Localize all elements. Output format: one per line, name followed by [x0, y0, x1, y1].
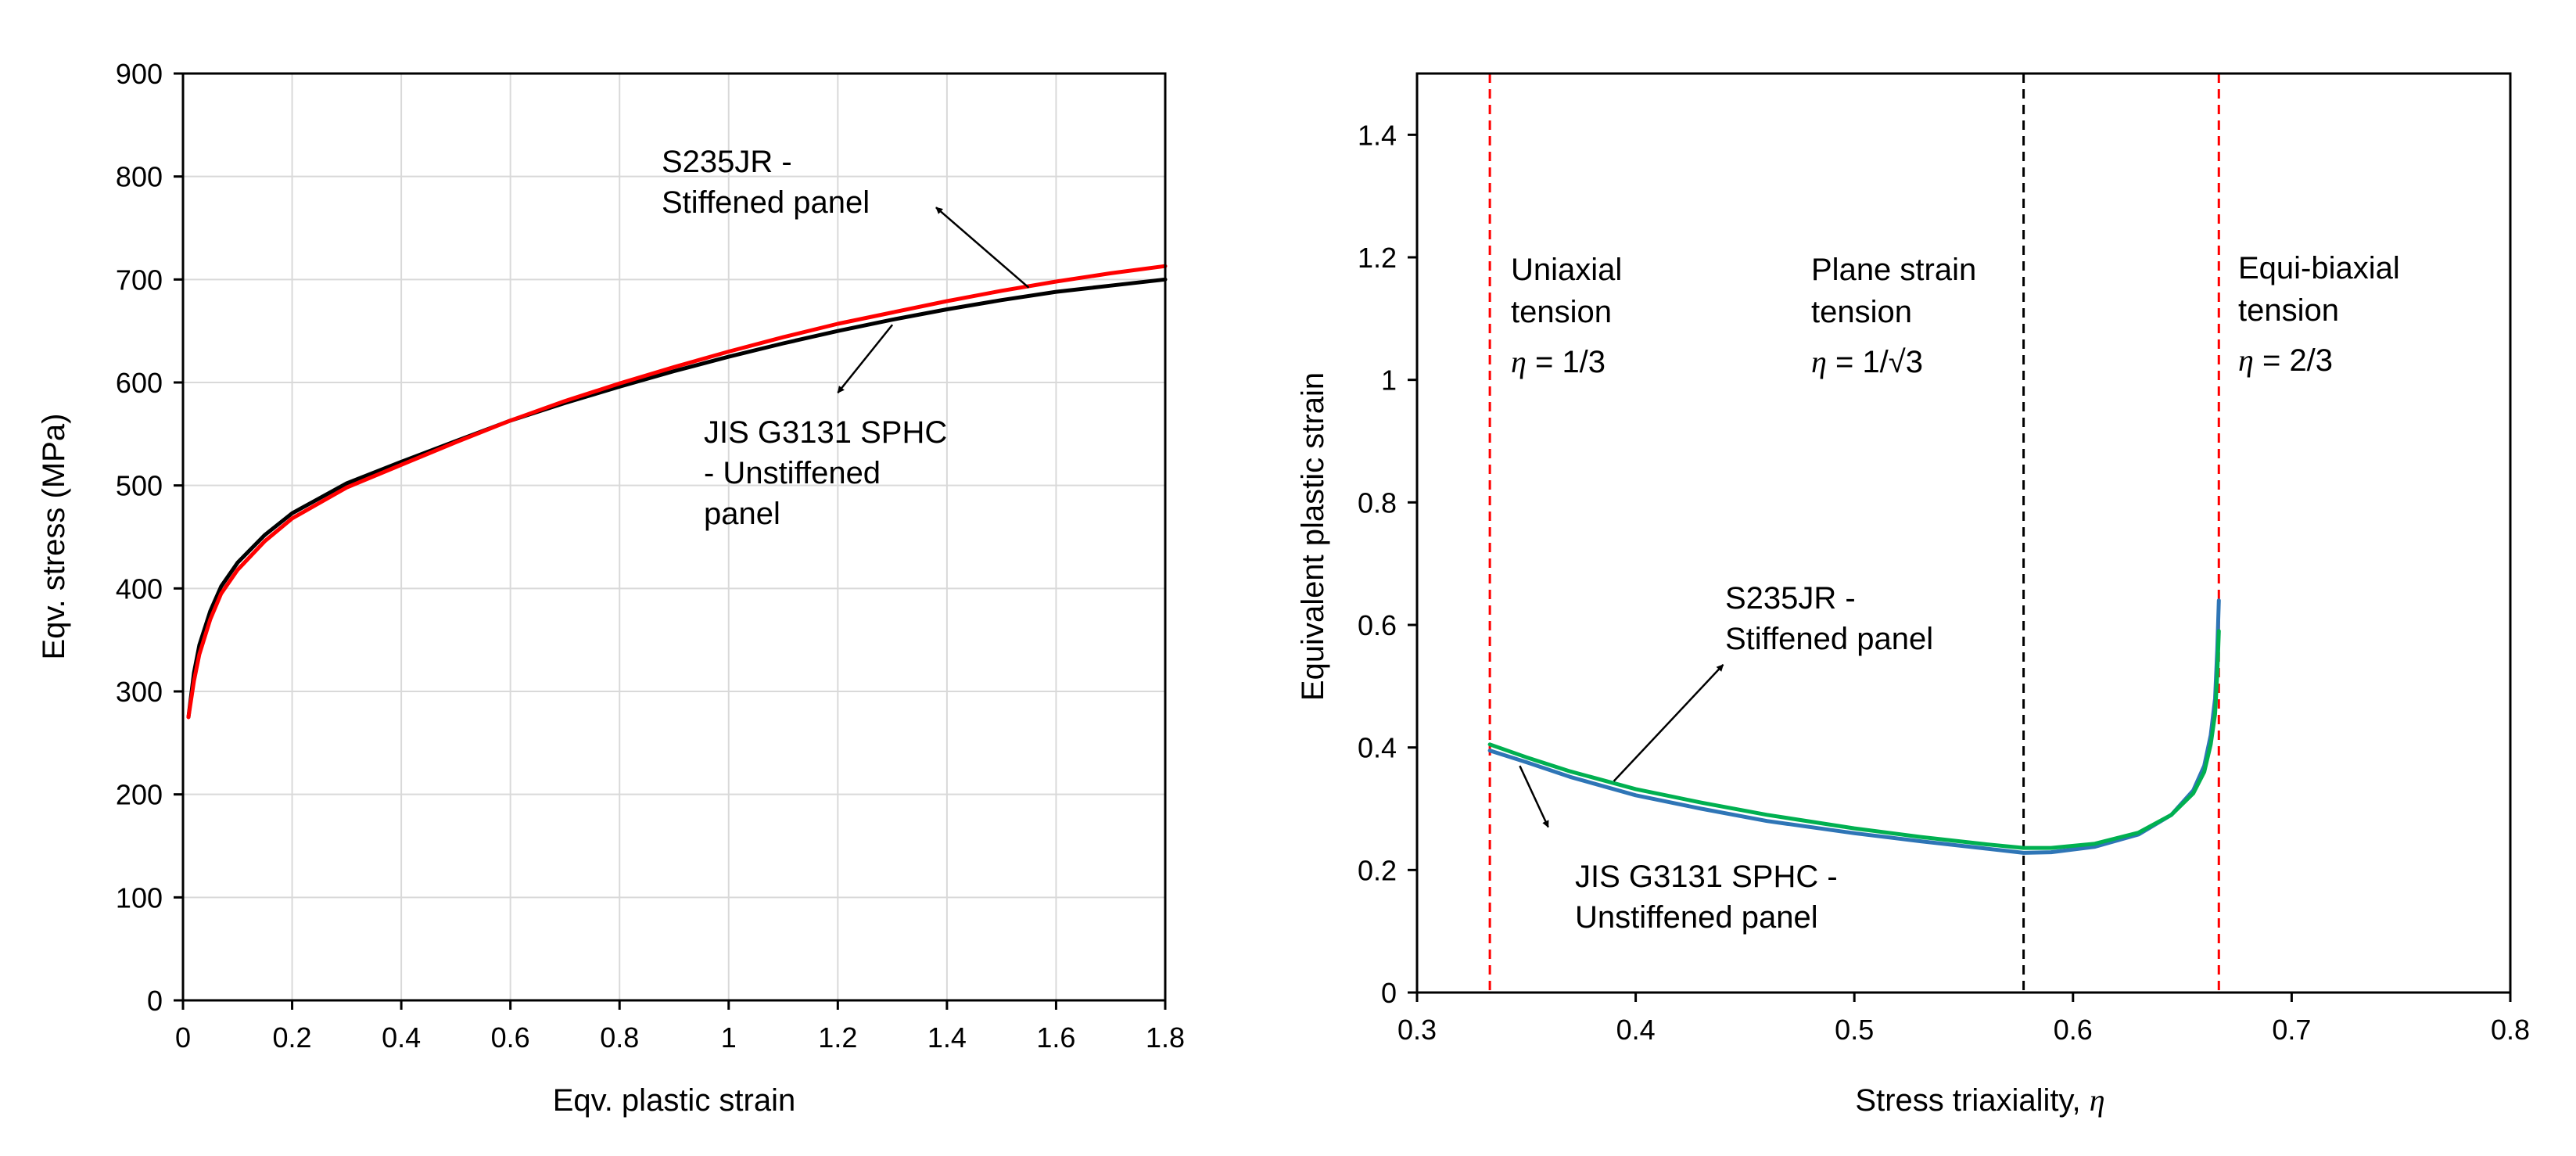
- annotation-jis: JIS G3131 SPHC - Unstiffened panel: [704, 415, 956, 531]
- y-tick-label: 500: [116, 470, 163, 502]
- series-line: [186, 264, 1168, 720]
- region-label-line: Plane strain: [1811, 253, 1976, 287]
- y-tick-label: 1.2: [1358, 242, 1397, 274]
- equals-sign: =: [1527, 345, 1562, 379]
- series-group: [1487, 598, 2221, 855]
- x-axis-title: Eqv. plastic strain: [553, 1083, 796, 1118]
- x-tick-label: 0.6: [491, 1021, 530, 1054]
- y-tick-label: 0.8: [1358, 486, 1397, 519]
- x-tick-label: 0: [175, 1021, 191, 1054]
- y-tick-label: 1: [1381, 364, 1397, 397]
- annotation-line: JIS G3131 SPHC: [704, 415, 947, 450]
- x-tick-label: 1: [721, 1021, 737, 1054]
- y-tick-label: 800: [116, 161, 163, 193]
- stress-strain-chart: 0 0.2 0.4 0.6 0.8 1 1.2 1.4 1.6 1.8 0 100 200 300 400…: [37, 58, 1185, 1118]
- region-label-line: tension: [1811, 295, 1912, 329]
- eta-value: 1/3: [1562, 345, 1606, 379]
- x-tick-label: 1.4: [927, 1021, 967, 1054]
- annotation-arrow-s235jr: [1613, 664, 1724, 782]
- y-tick-label: 300: [116, 676, 163, 708]
- annotation-line: S235JR -: [1725, 581, 1856, 616]
- eta-symbol: η: [1511, 344, 1527, 379]
- region-label-plane-strain: Plane strain tension: [1811, 253, 1985, 329]
- y-tick-label: 600: [116, 367, 163, 399]
- annotation-arrow-jis: [837, 324, 894, 393]
- annotation-line: Unstiffened panel: [1575, 900, 1818, 935]
- y-tick-label: 200: [116, 779, 163, 811]
- y-tick-label: 0.2: [1358, 854, 1397, 886]
- eta-symbol: η: [2090, 1082, 2105, 1118]
- y-axis-title: Equivalent plastic strain: [1296, 372, 1330, 701]
- region-label-line: tension: [1511, 295, 1612, 329]
- equals-sign: =: [2254, 343, 2290, 378]
- equals-sign: =: [1827, 345, 1863, 379]
- annotation-line: Stiffened panel: [662, 185, 870, 220]
- region-eta-plane-strain: η = 1/√3: [1811, 344, 1923, 379]
- eta-symbol: η: [2238, 343, 2254, 378]
- x-tick-label: 1.8: [1146, 1021, 1185, 1054]
- y-tick-label: 0: [147, 985, 163, 1017]
- y-tick-label: 0.4: [1358, 732, 1397, 764]
- x-axis-ticks: 0.3 0.4 0.5 0.6 0.7 0.8: [1397, 993, 2530, 1046]
- x-tick-label: 1.2: [818, 1021, 857, 1054]
- region-eta-uniaxial: η = 1/3: [1511, 344, 1606, 379]
- x-axis-title: Stress triaxiality, η: [1855, 1082, 2104, 1118]
- region-label-equibiaxial: Equi-biaxial tension: [2238, 251, 2409, 328]
- series-line: [1487, 629, 2221, 850]
- x-tick-label: 0.8: [600, 1021, 639, 1054]
- y-tick-label: 900: [116, 58, 163, 90]
- annotation-line: - Unstiffened: [704, 456, 881, 490]
- y-tick-label: 1.4: [1358, 119, 1397, 151]
- x-tick-label: 0.2: [273, 1021, 312, 1054]
- y-tick-label: 0.6: [1358, 609, 1397, 641]
- annotation-line: Stiffened panel: [1725, 622, 1933, 656]
- annotation-arrow-s235jr: [935, 206, 1030, 289]
- y-tick-label: 700: [116, 264, 163, 296]
- x-axis-title-text: Stress triaxiality,: [1855, 1083, 2089, 1118]
- grid-lines: [183, 74, 1165, 1000]
- x-tick-label: 0.6: [2054, 1014, 2093, 1046]
- annotation-s235jr: S235JR - Stiffened panel: [662, 145, 870, 220]
- x-tick-label: 0.8: [2491, 1014, 2530, 1046]
- annotation-line: JIS G3131 SPHC -: [1575, 860, 1838, 894]
- plot-frame: [1415, 72, 2512, 994]
- x-axis-ticks: 0 0.2 0.4 0.6 0.8 1 1.2 1.4 1.6 1.8: [175, 1000, 1185, 1054]
- x-tick-label: 0.7: [2272, 1014, 2311, 1046]
- eta-symbol: η: [1811, 344, 1827, 379]
- series-line: [186, 277, 1168, 720]
- x-tick-label: 1.6: [1036, 1021, 1075, 1054]
- fracture-locus-chart: 0.3 0.4 0.5 0.6 0.7 0.8 00.20.40.60.811.21.4 …: [1296, 72, 2530, 1118]
- annotations: S235JR - Stiffened panel JIS G3131 SPHC …: [662, 145, 1030, 531]
- plot-frame: [181, 72, 1167, 1002]
- reference-lines: [1488, 74, 2220, 993]
- y-tick-label: 400: [116, 573, 163, 605]
- y-axis-ticks: 0 100 200 300 400 500 600 700 800 900: [116, 58, 183, 1017]
- eta-value: 2/3: [2289, 343, 2333, 378]
- eta-value: 1/√3: [1862, 345, 1923, 379]
- region-label-line: Uniaxial: [1511, 253, 1622, 287]
- y-tick-label: 100: [116, 881, 163, 914]
- y-axis-title: Eqv. stress (MPa): [37, 414, 71, 660]
- annotations: S235JR - Stiffened panel JIS G3131 SPHC …: [1519, 581, 1933, 935]
- annotation-jis: JIS G3131 SPHC - Unstiffened panel: [1575, 860, 1846, 935]
- series-group: [186, 264, 1168, 720]
- region-label-uniaxial: Uniaxial tension: [1511, 253, 1631, 329]
- annotation-line: panel: [704, 497, 780, 531]
- x-tick-label: 0.3: [1397, 1014, 1437, 1046]
- annotation-arrow-jis: [1519, 765, 1549, 828]
- region-label-line: tension: [2238, 293, 2339, 328]
- y-axis-ticks: 0 0.2 0.4 0.6 0.8 1 1.2 1.4: [1358, 119, 1417, 1009]
- region-eta-equibiaxial: η = 2/3: [2238, 343, 2333, 378]
- region-label-line: Equi-biaxial: [2238, 251, 2400, 285]
- x-tick-label: 0.4: [1616, 1014, 1656, 1046]
- annotation-s235jr: S235JR - Stiffened panel: [1725, 581, 1933, 656]
- y-tick-label: 0: [1381, 977, 1397, 1009]
- annotation-line: S235JR -: [662, 145, 792, 179]
- x-tick-label: 0.4: [382, 1021, 421, 1054]
- x-tick-label: 0.5: [1835, 1014, 1874, 1046]
